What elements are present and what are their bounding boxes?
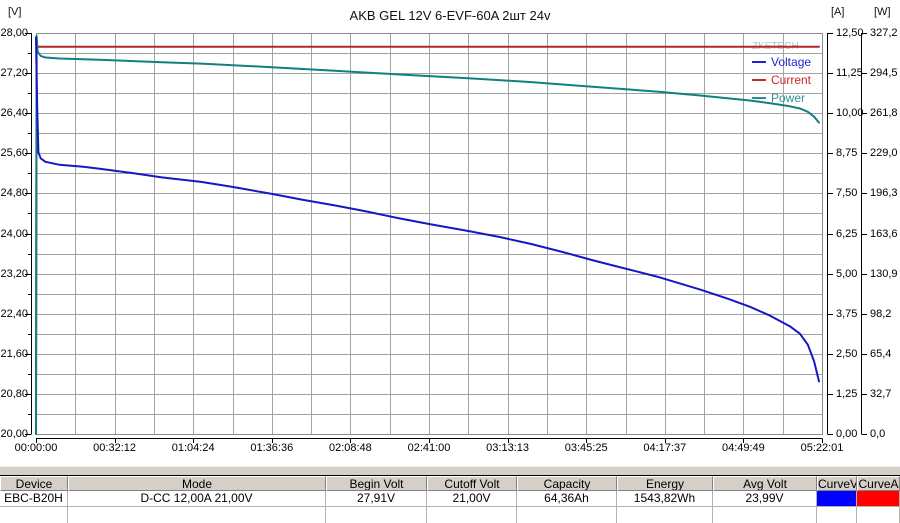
a-axis-tick: 6,25 bbox=[836, 227, 858, 240]
x-axis-tick: 03:45:25 bbox=[564, 442, 608, 454]
col-header-capacity: Capacity bbox=[517, 476, 617, 491]
legend-label: Power bbox=[771, 91, 806, 105]
panel-divider bbox=[0, 466, 900, 475]
table-empty-row bbox=[0, 507, 900, 523]
v-axis-tick: 26,40 bbox=[0, 107, 28, 120]
a-axis-tick: 5,00 bbox=[836, 267, 858, 280]
empty-cell bbox=[617, 507, 713, 523]
x-axis-tick: 00:00:00 bbox=[14, 442, 58, 454]
a-axis-tick: 0,00 bbox=[836, 428, 858, 440]
v-axis-tick: 24,80 bbox=[0, 187, 28, 200]
col-value-cutoff-volt: 21,00V bbox=[427, 491, 517, 507]
empty-cell bbox=[326, 507, 427, 523]
empty-cell bbox=[68, 507, 326, 523]
results-table: Device Mode Begin Volt Cutoff Volt Capacity E… bbox=[0, 475, 900, 523]
a-axis-tick: 8,75 bbox=[836, 147, 858, 160]
legend-line-icon bbox=[752, 79, 766, 81]
w-axis-tick: 0,0 bbox=[870, 428, 886, 440]
col-value-device: EBC-B20H bbox=[0, 491, 68, 507]
v-axis-tick: 20,00 bbox=[0, 428, 28, 440]
v-axis-tick: 27,20 bbox=[0, 67, 28, 80]
legend-line-icon bbox=[752, 61, 766, 63]
w-axis-tick: 196,3 bbox=[870, 187, 898, 200]
col-header-begin-volt: Begin Volt bbox=[326, 476, 427, 491]
a-axis-tick: 12,50 bbox=[836, 27, 864, 39]
empty-cell bbox=[427, 507, 517, 523]
x-axis-tick: 01:36:36 bbox=[250, 442, 294, 454]
legend-line-icon bbox=[752, 97, 766, 99]
v-axis-tick: 20,80 bbox=[0, 387, 28, 400]
legend-item-power: Power bbox=[752, 89, 811, 107]
empty-cell bbox=[857, 507, 900, 523]
x-axis-tick: 04:17:37 bbox=[643, 442, 687, 454]
w-axis-tick: 130,9 bbox=[870, 267, 898, 280]
empty-cell bbox=[0, 507, 68, 523]
x-axis-tick: 04:49:49 bbox=[721, 442, 765, 454]
col-header-curvev: CurveV bbox=[817, 476, 857, 491]
a-axis-tick: 2,50 bbox=[836, 347, 858, 360]
w-axis-tick: 229,0 bbox=[870, 147, 898, 160]
w-axis-tick: 98,2 bbox=[870, 307, 892, 320]
empty-cell bbox=[817, 507, 857, 523]
a-axis-tick: 3,75 bbox=[836, 307, 858, 320]
chart-legend: Voltage Current Power bbox=[752, 53, 811, 107]
axis-unit-volts: [V] bbox=[8, 6, 22, 18]
col-header-energy: Energy bbox=[617, 476, 713, 491]
a-axis-tick: 7,50 bbox=[836, 187, 858, 200]
legend-label: Voltage bbox=[771, 55, 812, 69]
x-axis-tick: 01:04:24 bbox=[171, 442, 215, 454]
col-value-begin-volt: 27,91V bbox=[326, 491, 427, 507]
col-value-energy: 1543,82Wh bbox=[617, 491, 713, 507]
col-value-capacity: 64,36Ah bbox=[517, 491, 617, 507]
x-axis-tick: 00:32:12 bbox=[93, 442, 136, 454]
w-axis-tick: 327,2 bbox=[870, 27, 898, 39]
col-header-cutoff-volt: Cutoff Volt bbox=[427, 476, 517, 491]
v-axis-tick: 21,60 bbox=[0, 347, 28, 360]
table-value-row: EBC-B20H D-CC 12,00A 21,00V 27,91V 21,00V 64… bbox=[0, 491, 900, 507]
col-header-device: Device bbox=[0, 476, 68, 491]
a-axis-tick: 1,25 bbox=[836, 387, 858, 400]
col-header-curvea: CurveA bbox=[857, 476, 900, 491]
col-value-mode: D-CC 12,00A 21,00V bbox=[68, 491, 326, 507]
empty-cell bbox=[517, 507, 617, 523]
curvev-color-swatch[interactable] bbox=[817, 491, 857, 507]
v-axis-tick: 24,00 bbox=[0, 227, 28, 240]
col-value-avg-volt: 23,99V bbox=[713, 491, 817, 507]
w-axis-tick: 163,6 bbox=[870, 227, 898, 240]
v-axis-tick: 23,20 bbox=[0, 267, 28, 280]
chart-panel: [V] AKB GEL 12V 6-EVF-60A 2шт 24v [A] [W… bbox=[0, 0, 900, 466]
axis-unit-watts: [W] bbox=[874, 6, 891, 18]
curvea-color-swatch[interactable] bbox=[857, 491, 900, 507]
curve-current bbox=[35, 45, 820, 435]
legend-label: Current bbox=[771, 73, 812, 87]
plot-area[interactable]: ZKETECH bbox=[0, 0, 900, 466]
x-axis-tick: 02:41:00 bbox=[407, 442, 451, 454]
v-axis-tick: 22,40 bbox=[0, 307, 28, 320]
v-axis-tick: 28,00 bbox=[0, 27, 28, 39]
x-axis-tick: 03:13:13 bbox=[486, 442, 529, 454]
a-axis-tick: 11,25 bbox=[836, 67, 863, 80]
empty-cell bbox=[713, 507, 817, 523]
table-header-row: Device Mode Begin Volt Cutoff Volt Capacity E… bbox=[0, 476, 900, 491]
a-axis-tick: 10,00 bbox=[836, 107, 864, 120]
col-header-avg-volt: Avg Volt bbox=[713, 476, 817, 491]
chart-title: AKB GEL 12V 6-EVF-60A 2шт 24v bbox=[349, 8, 551, 23]
legend-item-current: Current bbox=[752, 71, 811, 89]
axis-unit-amps: [A] bbox=[831, 6, 845, 18]
x-axis-tick: 02:08:48 bbox=[328, 442, 372, 454]
legend-item-voltage: Voltage bbox=[752, 53, 811, 71]
col-header-mode: Mode bbox=[68, 476, 326, 491]
v-axis-tick: 25,60 bbox=[0, 147, 28, 160]
w-axis-tick: 65,4 bbox=[870, 347, 892, 360]
w-axis-tick: 294,5 bbox=[870, 67, 898, 80]
x-axis-tick: 05:22:01 bbox=[800, 442, 844, 454]
w-axis-tick: 261,8 bbox=[870, 107, 898, 120]
curve-power bbox=[35, 34, 820, 435]
w-axis-tick: 32,7 bbox=[870, 387, 892, 400]
curve-voltage bbox=[35, 36, 820, 383]
